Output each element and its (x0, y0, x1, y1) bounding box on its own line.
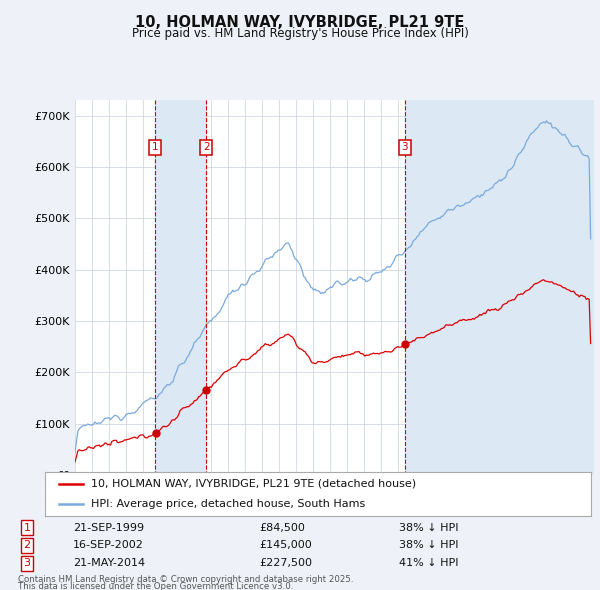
Text: 1: 1 (152, 142, 158, 152)
Text: 21-MAY-2014: 21-MAY-2014 (73, 558, 145, 568)
Text: 16-SEP-2002: 16-SEP-2002 (73, 540, 144, 550)
Text: 10, HOLMAN WAY, IVYBRIDGE, PL21 9TE (detached house): 10, HOLMAN WAY, IVYBRIDGE, PL21 9TE (det… (91, 479, 416, 489)
Bar (405, 100, 594, 475)
Text: Price paid vs. HM Land Registry's House Price Index (HPI): Price paid vs. HM Land Registry's House … (131, 27, 469, 40)
Text: Contains HM Land Registry data © Crown copyright and database right 2025.: Contains HM Land Registry data © Crown c… (18, 575, 353, 584)
Text: 2: 2 (23, 540, 31, 550)
Text: 41% ↓ HPI: 41% ↓ HPI (399, 558, 458, 568)
Text: 3: 3 (401, 142, 408, 152)
Text: 21-SEP-1999: 21-SEP-1999 (73, 523, 144, 533)
Text: £145,000: £145,000 (259, 540, 312, 550)
Text: 38% ↓ HPI: 38% ↓ HPI (399, 540, 458, 550)
Text: £84,500: £84,500 (259, 523, 305, 533)
Text: 1: 1 (23, 523, 31, 533)
Text: 3: 3 (23, 558, 31, 568)
Text: 38% ↓ HPI: 38% ↓ HPI (399, 523, 458, 533)
Text: £227,500: £227,500 (259, 558, 312, 568)
Bar (155, 100, 206, 475)
Text: HPI: Average price, detached house, South Hams: HPI: Average price, detached house, Sout… (91, 499, 365, 509)
Text: 10, HOLMAN WAY, IVYBRIDGE, PL21 9TE: 10, HOLMAN WAY, IVYBRIDGE, PL21 9TE (136, 15, 464, 30)
Text: 2: 2 (203, 142, 209, 152)
Text: This data is licensed under the Open Government Licence v3.0.: This data is licensed under the Open Gov… (18, 582, 293, 590)
